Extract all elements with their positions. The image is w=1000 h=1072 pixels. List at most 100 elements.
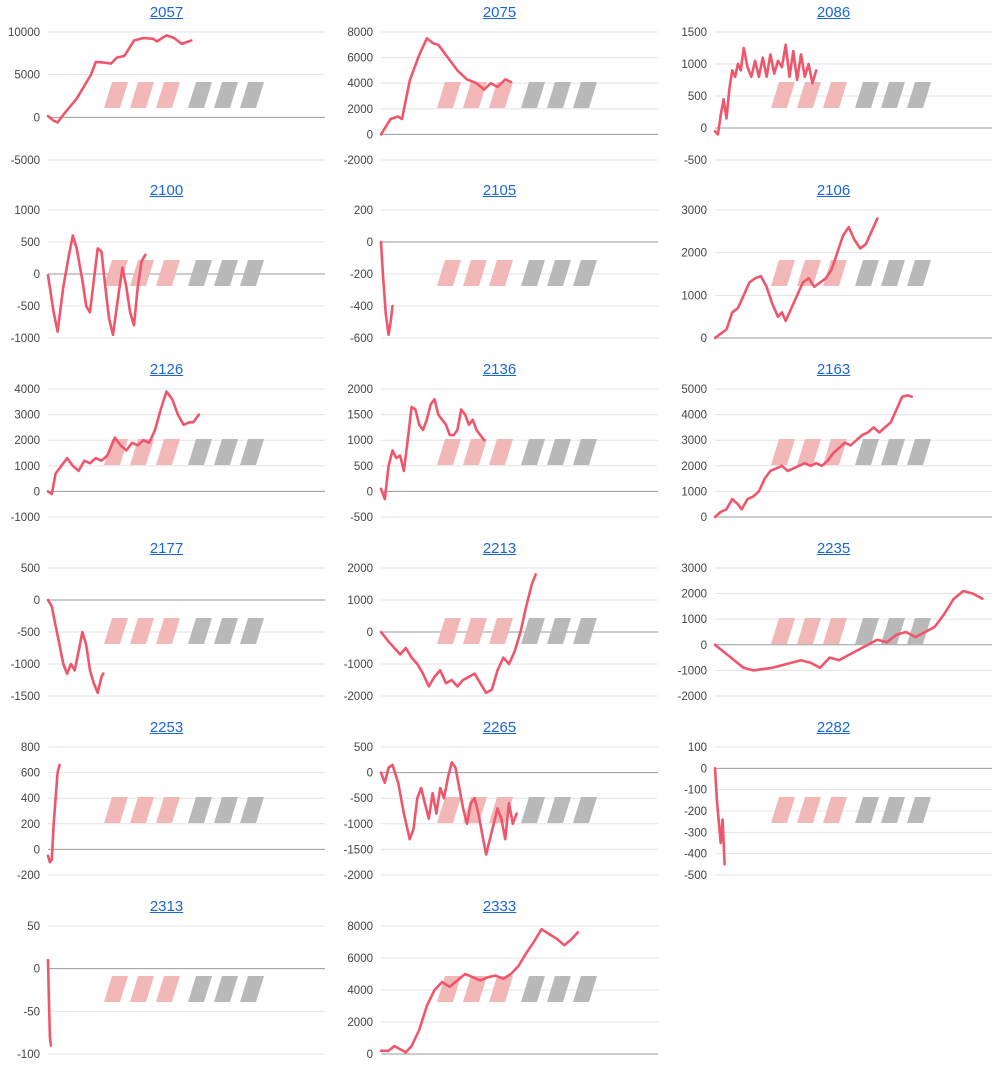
y-tick-label: 2000 (347, 384, 373, 396)
series-line (379, 927, 580, 1054)
chart-title-link[interactable]: 2282 (816, 719, 851, 736)
line-chart: 800 600 400 200 0 -200 (17, 742, 325, 882)
y-tick-label: 500 (21, 237, 40, 249)
y-tick-label: 0 (367, 1049, 373, 1061)
chart-panel-2105: 2105 200 0 -200 -400 -600 (333, 178, 666, 356)
series-line (379, 397, 486, 501)
chart-title-link[interactable]: 2213 (482, 540, 517, 557)
chart-panel-2235: 2235 3000 2000 1000 0 -1000 -2000 (667, 536, 1000, 714)
chart-title-link[interactable]: 2253 (149, 719, 184, 736)
chart-title-link[interactable]: 2126 (149, 361, 184, 378)
y-tick-label: 3000 (14, 410, 40, 422)
y-tick-label: 5000 (14, 70, 40, 82)
y-tick-label: -1500 (344, 844, 373, 856)
chart-title-link[interactable]: 2136 (482, 361, 517, 378)
chart-title-link[interactable]: 2105 (482, 182, 517, 199)
chart-title-link[interactable]: 2075 (482, 4, 517, 21)
chart-panel-2106: 2106 3000 2000 1000 0 (667, 178, 1000, 356)
y-tick-label: 10000 (8, 27, 40, 39)
y-tick-label: 0 (367, 237, 373, 249)
line-chart: 500 0 -500 -1000 -1500 (11, 563, 325, 703)
y-tick-label: -200 (17, 870, 40, 882)
y-tick-label: 1000 (681, 290, 707, 302)
y-tick-label: -100 (684, 785, 707, 797)
chart-panel-2086: 2086 1500 1000 500 0 -500 (667, 0, 1000, 178)
chart-title-link[interactable]: 2313 (149, 898, 184, 915)
y-tick-label: 2000 (681, 589, 707, 601)
line-chart: 1500 1000 500 0 -500 (681, 27, 992, 167)
series-line (46, 598, 105, 695)
chart-title-link[interactable]: 2265 (482, 719, 517, 736)
y-tick-label: -400 (684, 849, 707, 861)
y-tick-label: 6000 (347, 953, 373, 965)
y-tick-label: 2000 (681, 248, 707, 260)
y-tick-label: -1500 (11, 691, 40, 703)
y-tick-label: -500 (350, 793, 373, 805)
y-tick-label: 0 (34, 112, 40, 124)
series-line (713, 217, 879, 340)
y-tick-label: 0 (34, 269, 40, 281)
watermark-logo (437, 82, 597, 108)
y-tick-label: 8000 (347, 27, 373, 39)
watermark-logo (771, 260, 931, 286)
line-chart: 8000 6000 4000 2000 0 -2000 (344, 27, 658, 167)
y-tick-label: -1000 (11, 512, 40, 524)
y-tick-label: -100 (17, 1049, 40, 1061)
chart-title-link[interactable]: 2235 (816, 540, 851, 557)
chart-panel-2253: 2253 800 600 400 200 0 -200 (0, 715, 333, 893)
series-line (379, 573, 537, 695)
y-tick-label: 0 (701, 763, 707, 775)
y-tick-label: 5000 (681, 384, 707, 396)
series-line (379, 37, 513, 136)
watermark-logo (437, 260, 597, 286)
y-tick-label: 0 (701, 512, 707, 524)
y-tick-label: 0 (701, 640, 707, 652)
y-tick-label: 200 (354, 205, 373, 217)
watermark-logo (771, 618, 931, 644)
watermark-logo (104, 797, 264, 823)
y-tick-label: 3000 (681, 563, 707, 575)
y-tick-label: 0 (367, 129, 373, 141)
y-tick-label: -5000 (11, 155, 40, 167)
y-tick-label: -1000 (344, 659, 373, 671)
chart-title-link[interactable]: 2086 (816, 4, 851, 21)
y-tick-label: -2000 (344, 870, 373, 882)
y-tick-label: 1000 (681, 486, 707, 498)
y-tick-label: 1000 (681, 59, 707, 71)
chart-title-link[interactable]: 2057 (149, 4, 184, 21)
y-tick-label: 400 (21, 793, 40, 805)
series-line (46, 34, 193, 124)
y-tick-label: 1000 (14, 461, 40, 473)
watermark-logo (104, 976, 264, 1002)
y-tick-label: 4000 (681, 410, 707, 422)
chart-panel-2282: 2282 100 0 -100 -200 -300 -400 -500 (667, 715, 1000, 893)
y-tick-label: -400 (350, 301, 373, 313)
y-tick-label: 0 (34, 964, 40, 976)
y-tick-label: 0 (367, 627, 373, 639)
y-tick-label: -2000 (344, 155, 373, 167)
chart-panel-2057: 2057 10000 5000 0 -5000 (0, 0, 333, 178)
line-chart: 200 0 -200 -400 -600 (350, 205, 658, 345)
y-tick-label: -200 (684, 806, 707, 818)
chart-title-link[interactable]: 2177 (149, 540, 184, 557)
series-line (46, 234, 147, 337)
line-chart: 2000 1500 1000 500 0 -500 (347, 384, 658, 524)
chart-title-link[interactable]: 2163 (816, 361, 851, 378)
y-tick-label: 1000 (14, 205, 40, 217)
chart-title-link[interactable]: 2106 (816, 182, 851, 199)
watermark-logo (104, 260, 264, 286)
chart-panel-2333: 2333 8000 6000 4000 2000 0 (333, 894, 666, 1072)
chart-title-link[interactable]: 2100 (149, 182, 184, 199)
y-tick-label: -1000 (11, 659, 40, 671)
y-tick-label: -200 (350, 269, 373, 281)
y-tick-label: 600 (21, 768, 40, 780)
y-tick-label: -500 (17, 301, 40, 313)
chart-title-link[interactable]: 2333 (482, 898, 517, 915)
series-line (379, 240, 394, 337)
series-line (713, 767, 726, 866)
watermark-logo (437, 976, 597, 1002)
y-tick-label: 3000 (681, 435, 707, 447)
watermark-logo (104, 618, 264, 644)
series-line (713, 589, 984, 672)
